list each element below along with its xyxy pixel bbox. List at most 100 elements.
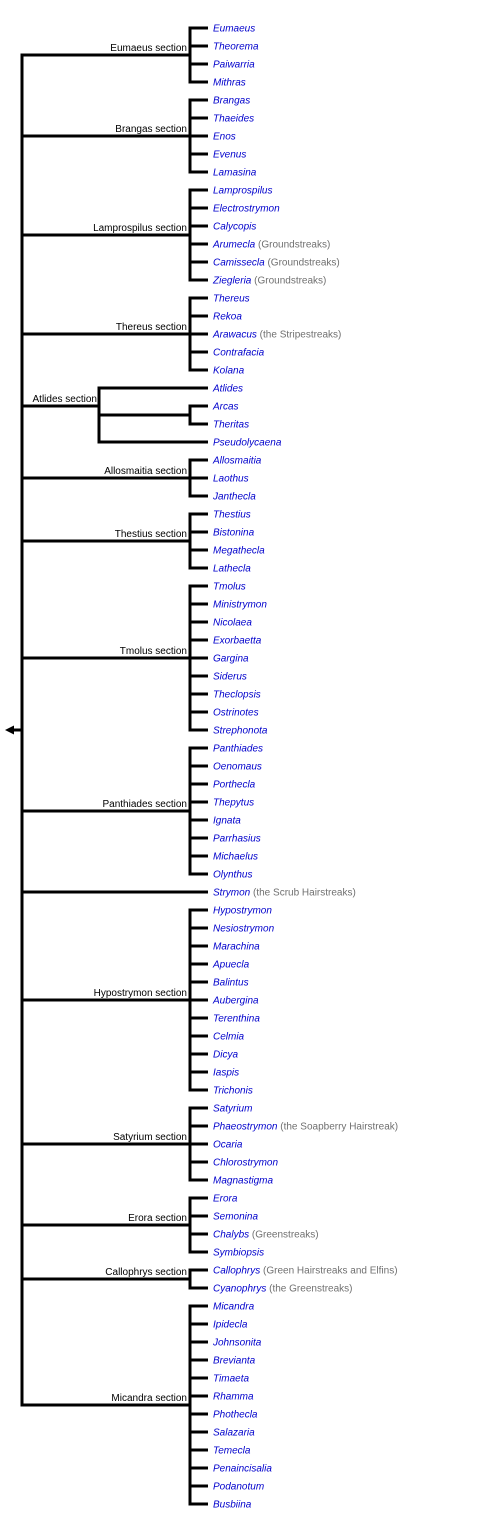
genus-link[interactable]: Semonina <box>213 1212 258 1223</box>
genus-link[interactable]: Thepytus <box>213 798 254 809</box>
genus-link[interactable]: Penaincisalia <box>213 1464 272 1475</box>
genus-link[interactable]: Exorbaetta <box>213 636 262 647</box>
genus-link[interactable]: Phothecla <box>213 1410 258 1421</box>
genus-link[interactable]: Allosmaitia <box>212 456 262 467</box>
genus-label: Brangas <box>213 96 250 107</box>
genus-link[interactable]: Atlides <box>212 384 243 395</box>
genus-link[interactable]: Tmolus <box>213 582 246 593</box>
genus-link[interactable]: Dicya <box>213 1050 238 1061</box>
genus-link[interactable]: Ostrinotes <box>213 708 259 719</box>
left-arrow-icon[interactable] <box>5 725 22 735</box>
genus-link[interactable]: Panthiades <box>213 744 263 755</box>
genus-link[interactable]: Salazaria <box>213 1428 255 1439</box>
genus-link[interactable]: Megathecla <box>213 546 265 557</box>
genus-link[interactable]: Ipidecla <box>213 1320 248 1331</box>
genus-link[interactable]: Michaelus <box>213 852 258 863</box>
genus-label: Satyrium <box>213 1104 252 1115</box>
genus-link[interactable]: Camissecla <box>213 258 265 269</box>
genus-link[interactable]: Cyanophrys <box>213 1284 266 1295</box>
genus-link[interactable]: Podanotum <box>213 1482 264 1493</box>
genus-link[interactable]: Gargina <box>213 654 249 665</box>
common-name-note: (Groundstreaks) <box>255 240 330 251</box>
genus-link[interactable]: Bistonina <box>213 528 255 539</box>
genus-link[interactable]: Theritas <box>213 420 249 431</box>
genus-link[interactable]: Terenthina <box>213 1014 260 1025</box>
genus-link[interactable]: Timaeta <box>213 1374 249 1385</box>
genus-link[interactable]: Nesiostrymon <box>213 924 275 935</box>
genus-link[interactable]: Laothus <box>213 474 249 485</box>
genus-label: Calycopis <box>213 222 256 233</box>
genus-link[interactable]: Busbiina <box>213 1500 252 1511</box>
genus-link[interactable]: Kolana <box>213 366 245 377</box>
genus-link[interactable]: Siderus <box>213 672 247 683</box>
genus-link[interactable]: Micandra <box>213 1302 255 1313</box>
genus-link[interactable]: Chlorostrymon <box>213 1158 278 1169</box>
genus-link[interactable]: Phaeostrymon <box>213 1122 278 1133</box>
genus-link[interactable]: Theorema <box>213 42 259 53</box>
genus-label: Celmia <box>213 1032 245 1043</box>
genus-link[interactable]: Ignata <box>213 816 241 827</box>
genus-link[interactable]: Lamprospilus <box>213 186 272 197</box>
genus-link[interactable]: Hypostrymon <box>213 906 272 917</box>
genus-link[interactable]: Arumecla <box>212 240 256 251</box>
genus-link[interactable]: Rekoa <box>213 312 242 323</box>
genus-link[interactable]: Symbiopsis <box>213 1248 264 1259</box>
genus-link[interactable]: Eumaeus <box>213 24 255 35</box>
genus-link[interactable]: Parrhasius <box>213 834 261 845</box>
genus-link[interactable]: Theclopsis <box>213 690 261 701</box>
genus-link[interactable]: Callophrys <box>213 1266 260 1277</box>
genus-link[interactable]: Erora <box>213 1194 238 1205</box>
genus-label: Contrafacia <box>213 348 265 359</box>
genus-link[interactable]: Thestius <box>213 510 251 521</box>
section-label: Tmolus section <box>120 646 187 657</box>
genus-link[interactable]: Lathecla <box>213 564 251 575</box>
genus-link[interactable]: Ziegleria <box>212 276 252 287</box>
genus-link[interactable]: Arcas <box>212 402 239 413</box>
genus-link[interactable]: Trichonis <box>213 1086 253 1097</box>
genus-link[interactable]: Enos <box>213 132 236 143</box>
genus-link[interactable]: Strephonota <box>213 726 268 737</box>
genus-link[interactable]: Chalybs <box>213 1230 249 1241</box>
genus-link[interactable]: Apuecla <box>212 960 250 971</box>
genus-link[interactable]: Janthecla <box>212 492 256 503</box>
genus-link[interactable]: Lamasina <box>213 168 257 179</box>
genus-link[interactable]: Evenus <box>213 150 246 161</box>
genus-link[interactable]: Magnastigma <box>213 1176 273 1187</box>
genus-link[interactable]: Olynthus <box>213 870 252 881</box>
genus-link[interactable]: Nicolaea <box>213 618 252 629</box>
genus-link[interactable]: Paiwarria <box>213 60 255 71</box>
genus-link[interactable]: Brangas <box>213 96 250 107</box>
genus-link[interactable]: Iaspis <box>213 1068 239 1079</box>
genus-label: Thepytus <box>213 798 254 809</box>
genus-link[interactable]: Rhamma <box>213 1392 254 1403</box>
genus-link[interactable]: Calycopis <box>213 222 256 233</box>
genus-label: Janthecla <box>212 492 256 503</box>
genus-link[interactable]: Porthecla <box>213 780 256 791</box>
genus-link[interactable]: Balintus <box>213 978 249 989</box>
genus-link[interactable]: Ocaria <box>213 1140 243 1151</box>
genus-label: Hypostrymon <box>213 906 272 917</box>
genus-link[interactable]: Thaeides <box>213 114 254 125</box>
genus-link[interactable]: Thereus <box>213 294 250 305</box>
genus-link[interactable]: Aubergina <box>212 996 259 1007</box>
genus-link[interactable]: Mithras <box>213 78 246 89</box>
genus-link[interactable]: Arawacus <box>212 330 257 341</box>
genus-link[interactable]: Strymon <box>213 888 251 899</box>
genus-link[interactable]: Electrostrymon <box>213 204 280 215</box>
genus-link[interactable]: Johnsonita <box>212 1338 262 1349</box>
genus-link[interactable]: Celmia <box>213 1032 245 1043</box>
genus-link[interactable]: Temecla <box>213 1446 251 1457</box>
common-name-note: (the Soapberry Hairstreak) <box>277 1122 398 1133</box>
genus-label: Busbiina <box>213 1500 252 1511</box>
genus-link[interactable]: Ministrymon <box>213 600 267 611</box>
genus-link[interactable]: Marachina <box>213 942 260 953</box>
genus-label: Ostrinotes <box>213 708 259 719</box>
genus-link[interactable]: Oenomaus <box>213 762 262 773</box>
genus-label: Pseudolycaena <box>213 438 282 449</box>
genus-label: Temecla <box>213 1446 251 1457</box>
genus-link[interactable]: Contrafacia <box>213 348 265 359</box>
genus-link[interactable]: Brevianta <box>213 1356 256 1367</box>
genus-link[interactable]: Pseudolycaena <box>213 438 282 449</box>
genus-link[interactable]: Satyrium <box>213 1104 252 1115</box>
